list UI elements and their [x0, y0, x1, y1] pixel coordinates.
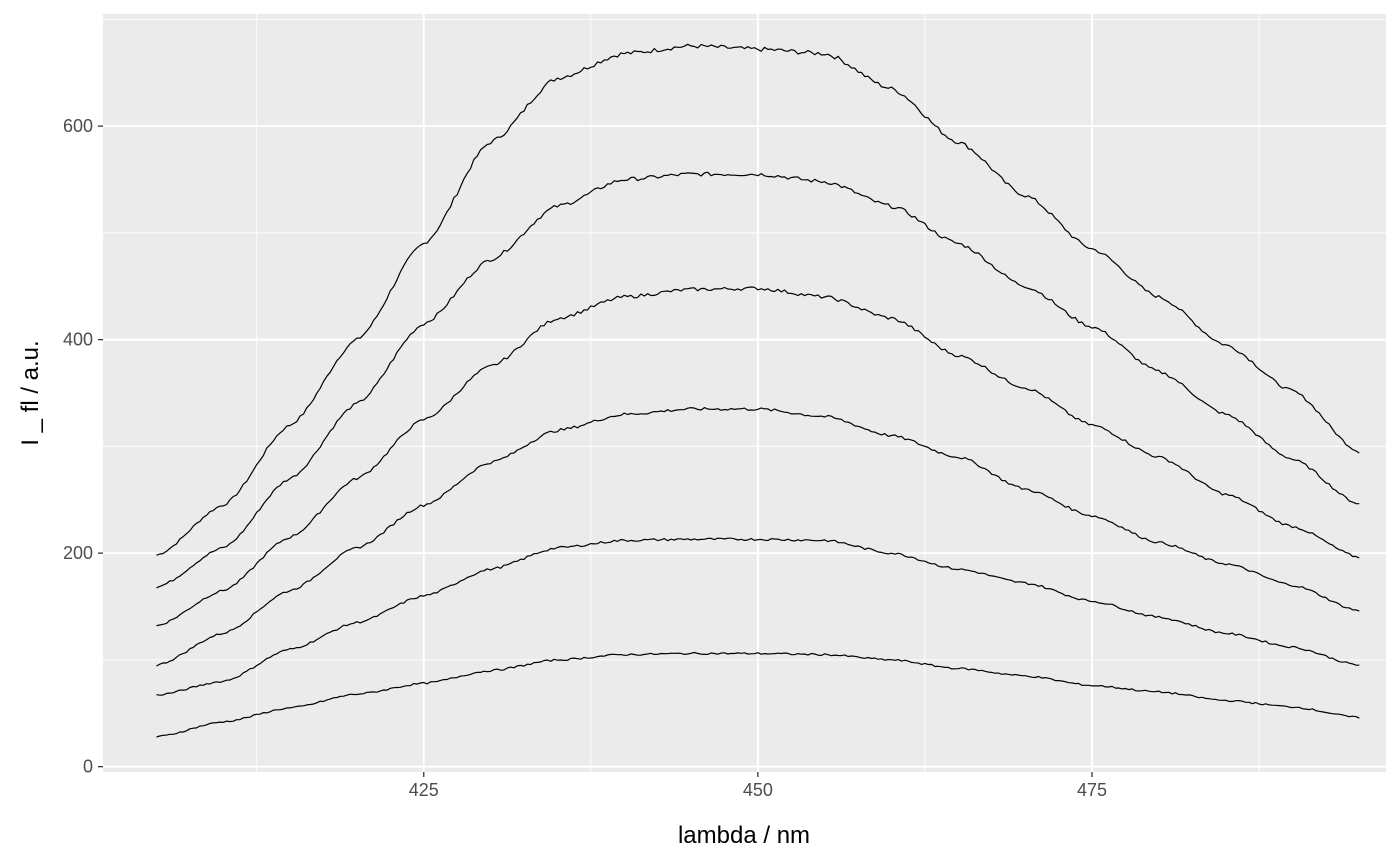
series-lines — [156, 43, 1360, 738]
series-line-1 — [156, 43, 1360, 556]
x-axis-title: lambda / nm — [678, 822, 810, 849]
series-line-5 — [156, 537, 1360, 696]
x-tick-label: 450 — [743, 780, 773, 800]
x-axis: 425 450 475 — [409, 772, 1107, 800]
x-tick-label: 475 — [1077, 780, 1107, 800]
y-tick-label: 600 — [63, 116, 93, 136]
y-tick-label: 0 — [83, 757, 93, 777]
series-line-4 — [156, 407, 1360, 667]
y-axis-title: I _ fl / a.u. — [17, 340, 44, 445]
series-line-3 — [156, 286, 1360, 627]
series-line-2 — [156, 171, 1360, 589]
series-line-6 — [156, 651, 1360, 738]
x-tick-label: 425 — [409, 780, 439, 800]
y-axis: 0 200 400 600 — [63, 116, 103, 777]
y-tick-label: 400 — [63, 330, 93, 350]
minor-gridlines — [103, 14, 1386, 772]
y-tick-label: 200 — [63, 543, 93, 563]
major-gridlines — [103, 14, 1386, 772]
plot-panel — [103, 14, 1386, 772]
